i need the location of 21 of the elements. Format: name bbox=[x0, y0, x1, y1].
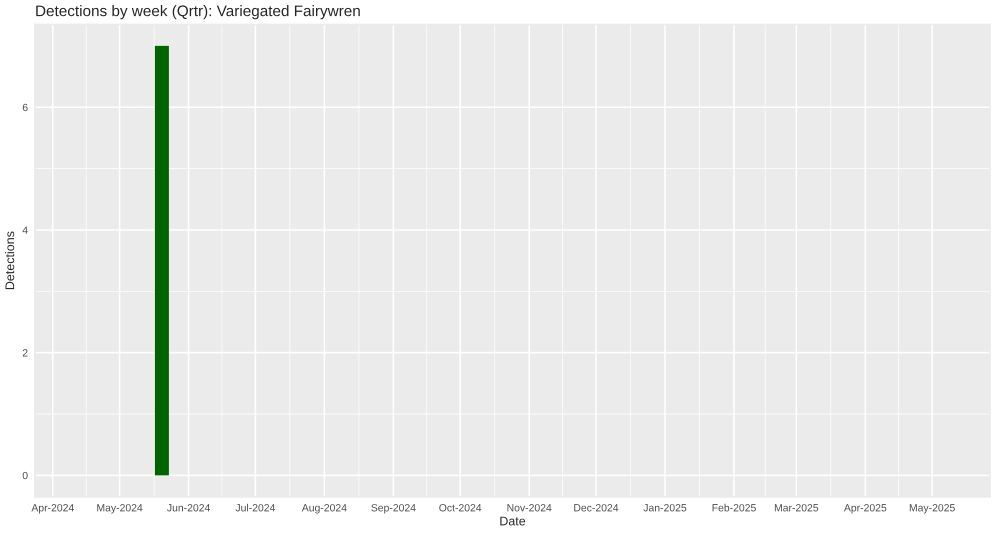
x-tick-label: Feb-2025 bbox=[712, 504, 756, 512]
y-axis-title: Detections bbox=[5, 232, 14, 290]
y-tick-label: 2 bbox=[22, 349, 28, 356]
y-tick-label: 0 bbox=[22, 472, 28, 480]
x-tick-label: Oct-2024 bbox=[439, 504, 482, 512]
x-tick-label: Mar-2025 bbox=[774, 504, 818, 512]
x-tick-label: May-2024 bbox=[97, 504, 142, 514]
x-tick-label: Jul-2024 bbox=[236, 504, 276, 512]
x-tick-label: Apr-2025 bbox=[844, 504, 886, 514]
x-tick-label: Aug-2024 bbox=[302, 504, 347, 514]
x-tick-label: Jan-2025 bbox=[643, 504, 686, 512]
y-tick-label: 6 bbox=[22, 104, 28, 112]
x-axis-title: Date bbox=[500, 516, 526, 526]
x-tick-label: Jun-2024 bbox=[167, 504, 210, 512]
x-tick-label: Sep-2024 bbox=[371, 504, 416, 514]
x-tick-label: Dec-2024 bbox=[574, 504, 618, 512]
chart-title: Detections by week (Qrtr): Variegated Fairywren bbox=[36, 5, 360, 20]
x-tick-label: May-2025 bbox=[910, 504, 955, 514]
y-tick-label: 4 bbox=[22, 226, 28, 234]
x-tick-label: Apr-2024 bbox=[31, 504, 74, 514]
x-tick-label: Nov-2024 bbox=[507, 504, 552, 512]
